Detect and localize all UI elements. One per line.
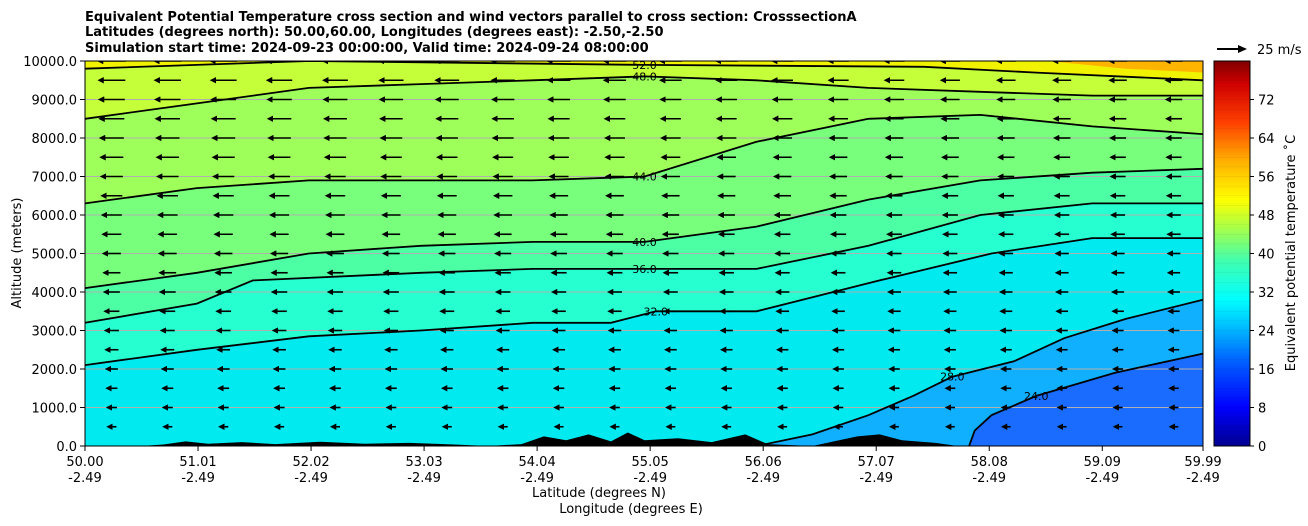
contour-label-36.0: 36.0 xyxy=(632,263,657,276)
terrain-silhouette xyxy=(140,432,958,446)
colorbar-bands xyxy=(1214,61,1250,446)
contour-label-48.0: 48.0 xyxy=(632,70,657,83)
colorbar-gradient xyxy=(1214,61,1250,446)
contour-32.0 xyxy=(85,237,1203,366)
y-tick-label: 0.0 xyxy=(56,440,77,455)
x-tick-label-lon: -2.49 xyxy=(294,471,328,486)
contour-24.0 xyxy=(968,352,1203,446)
x-tick-label-lat: 52.02 xyxy=(292,455,329,470)
x-tick-label-lon: -2.49 xyxy=(1186,471,1220,486)
y-axis-label: Altitude (meters) xyxy=(10,198,25,309)
title-line-2: Latitudes (degrees north): 50.00,60.00, … xyxy=(85,25,664,40)
contour-44.0 xyxy=(85,113,1203,205)
x-tick-label-lon: -2.49 xyxy=(859,471,893,486)
x-tick-label-lat: 56.06 xyxy=(745,455,782,470)
x-tick-label-lon: -2.49 xyxy=(746,471,780,486)
contour-label-40.0: 40.0 xyxy=(632,236,657,249)
x-tick-label-lon: -2.49 xyxy=(407,471,441,486)
colorbar-tick-label: 32 xyxy=(1258,286,1275,301)
colorbar-tick-label: 24 xyxy=(1258,325,1275,340)
x-tick-label-lat: 59.09 xyxy=(1084,455,1121,470)
y-tick-label: 6000.0 xyxy=(32,209,78,224)
terrain xyxy=(140,432,958,446)
contour-36.0 xyxy=(85,202,1203,324)
fill-band-24.0 xyxy=(969,353,1203,446)
colorbar-tick-label: 8 xyxy=(1258,402,1266,417)
y-tick-label: 2000.0 xyxy=(32,363,78,378)
contour-28.0 xyxy=(756,298,1203,446)
contour-label-44.0: 44.0 xyxy=(632,171,657,184)
contour-52.0 xyxy=(85,61,1203,82)
title-line-3: Simulation start time: 2024-09-23 00:00:… xyxy=(85,41,649,56)
x-tick-label-lat: 54.04 xyxy=(519,455,556,470)
y-tick-label: 8000.0 xyxy=(32,132,78,147)
colorbar-tick-label: 56 xyxy=(1258,171,1275,186)
wind-vectors xyxy=(96,61,1183,430)
x-tick-label-lat: 55.05 xyxy=(632,455,669,470)
y-tick-label: 7000.0 xyxy=(32,171,78,186)
x-tick-label-lon: -2.49 xyxy=(181,471,215,486)
contour-lines: 24.0 28.0 32.0 36.0 40.0 44.0 48.052.0 xyxy=(85,59,1203,446)
y-axis-ticks: 0.0 1000.0 2000.0 3000.0 4000.0 5000.0 6000.0 7… xyxy=(23,55,85,455)
y-tick-label: 10000.0 xyxy=(23,55,77,70)
quiver-key-arrowhead xyxy=(1238,45,1247,53)
y-tick-label: 3000.0 xyxy=(32,325,78,340)
x-tick-label-lon: -2.49 xyxy=(1085,471,1119,486)
contour-label-32.0: 32.0 xyxy=(644,305,669,318)
y-tick-label: 1000.0 xyxy=(32,402,78,417)
y-tick-label: 4000.0 xyxy=(32,286,78,301)
x-tick-label-lat: 53.03 xyxy=(405,455,442,470)
colorbar-tick-label: 16 xyxy=(1258,363,1275,378)
contour-label-52.0: 52.0 xyxy=(632,59,657,72)
contour-48.0 xyxy=(85,75,1203,120)
x-axis-ticks: 50.00-2.4951.01-2.4952.02-2.4953.03-2.49… xyxy=(66,446,1222,486)
contour-label-24.0: 24.0 xyxy=(1024,390,1049,403)
x-tick-label-lat: 58.08 xyxy=(971,455,1008,470)
x-tick-label-lat: 51.01 xyxy=(179,455,216,470)
x-tick-label-lon: -2.49 xyxy=(972,471,1006,486)
contour-label-28.0: 28.0 xyxy=(940,371,965,384)
colorbar: 0 8 16 24 32 40 48 56 64 72 Equivalent potential … xyxy=(1213,60,1299,455)
colorbar-label: Equivalent potential temperature ˚C xyxy=(1283,135,1299,371)
fill-band-warm xyxy=(1047,61,1203,73)
colorbar-ticks: 0 8 16 24 32 40 48 56 64 72 xyxy=(1250,94,1275,455)
x-tick-label-lon: -2.49 xyxy=(633,471,667,486)
x-tick-label-lat: 57.07 xyxy=(858,455,895,470)
colorbar-tick-label: 72 xyxy=(1258,94,1275,109)
x-tick-label-lon: -2.49 xyxy=(520,471,554,486)
quiver-key: 25 m/s xyxy=(1217,43,1302,58)
colorbar-tick-label: 40 xyxy=(1258,248,1275,263)
x-tick-label-lat: 50.00 xyxy=(66,455,103,470)
x-axis-label-longitude: Longitude (degrees E) xyxy=(559,502,703,517)
x-tick-label-lon: -2.49 xyxy=(68,471,102,486)
title-line-1: Equivalent Potential Temperature cross s… xyxy=(85,10,857,25)
contour-40.0 xyxy=(85,167,1203,289)
colorbar-tick-label: 64 xyxy=(1258,132,1275,147)
colorbar-tick-label: 0 xyxy=(1258,440,1266,455)
x-axis-label-latitude: Latitude (degrees N) xyxy=(532,486,666,501)
plot-area: 24.0 28.0 32.0 36.0 40.0 44.0 48.052.0 xyxy=(85,59,1203,446)
y-tick-label: 5000.0 xyxy=(32,248,78,263)
quiver-key-label: 25 m/s xyxy=(1257,43,1302,58)
y-tick-label: 9000.0 xyxy=(32,94,78,109)
x-tick-label-lat: 59.99 xyxy=(1184,455,1221,470)
colorbar-tick-label: 48 xyxy=(1258,209,1275,224)
